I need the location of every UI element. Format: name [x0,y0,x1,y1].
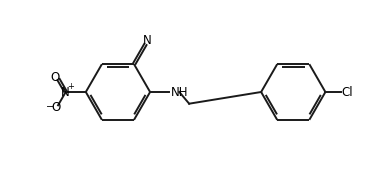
Text: +: + [67,82,74,91]
Text: N: N [143,34,152,47]
Text: N: N [62,86,70,98]
Text: Cl: Cl [342,86,353,98]
Text: O: O [50,71,59,84]
Text: O: O [52,101,61,114]
Text: NH: NH [170,86,188,98]
Text: −: − [46,102,54,112]
